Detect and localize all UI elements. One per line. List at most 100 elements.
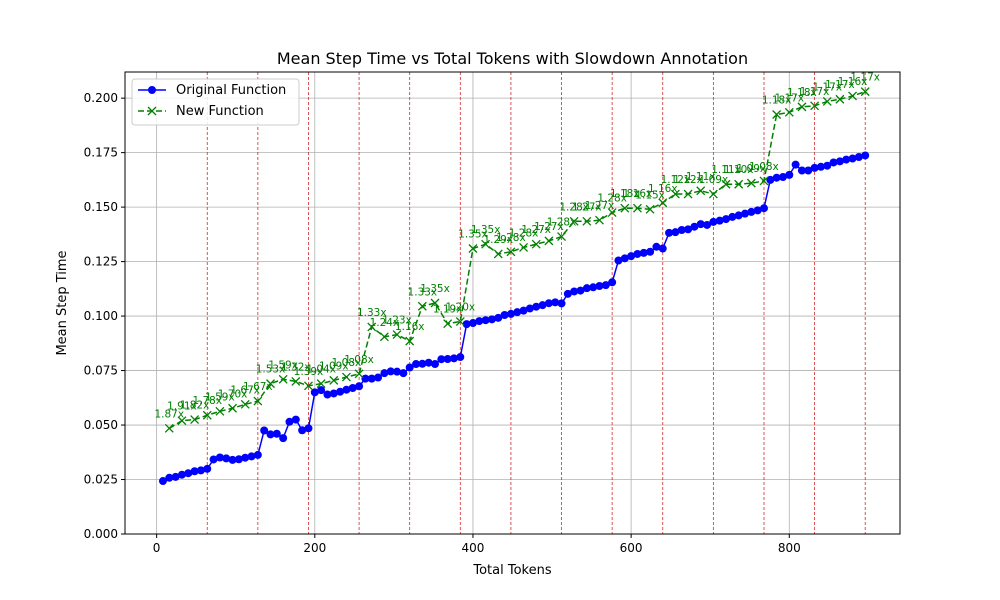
data-point	[513, 308, 522, 317]
data-point	[468, 244, 478, 253]
data-point	[658, 198, 668, 208]
data-point	[784, 107, 794, 117]
data-point	[639, 248, 648, 257]
data-point	[304, 381, 313, 391]
data-point	[329, 389, 338, 398]
data-point	[741, 209, 749, 218]
data-point	[703, 220, 712, 229]
slowdown-label: 1.27x	[572, 201, 602, 213]
data-point	[443, 319, 453, 329]
slowdown-label: 1.09x	[737, 163, 767, 175]
data-point	[753, 206, 762, 215]
data-point	[816, 162, 825, 171]
data-point	[304, 424, 313, 433]
data-point	[449, 354, 458, 363]
data-point	[475, 317, 484, 326]
slowdown-label: 1.08x	[749, 161, 779, 173]
y-tick-label: 0.025	[84, 473, 118, 487]
slowdown-label: 1.67x	[243, 381, 273, 393]
slowdown-label: 1.16x	[623, 188, 653, 200]
slowdown-label: 1.53x	[256, 364, 286, 376]
data-point	[759, 204, 768, 213]
data-point	[278, 374, 288, 384]
data-point	[184, 469, 193, 478]
y-axis-ticks: 0.000 0.025 0.050 0.075 0.100 0.125 0.150 0.175…	[84, 91, 125, 541]
data-point	[177, 416, 187, 426]
data-point	[190, 415, 200, 425]
x-axis-ticks: 0 200 400 600 800	[153, 534, 801, 555]
legend-items: Original Function New Function	[138, 83, 286, 119]
data-point	[405, 363, 414, 372]
legend-label: Original Function	[176, 83, 286, 98]
data-point	[234, 455, 243, 464]
data-point	[164, 423, 174, 433]
data-point	[240, 399, 250, 409]
data-point	[670, 189, 680, 199]
slowdown-label: 1.59x	[268, 359, 298, 371]
data-point	[860, 87, 870, 97]
data-point	[576, 286, 585, 295]
data-point	[848, 91, 858, 101]
data-point	[329, 375, 339, 385]
data-point	[379, 332, 389, 342]
data-point	[607, 208, 617, 218]
data-point	[734, 211, 743, 220]
data-point	[241, 453, 250, 462]
data-point	[418, 359, 427, 368]
data-point	[266, 430, 275, 439]
data-point	[468, 319, 477, 328]
y-tick-label: 0.100	[84, 309, 118, 323]
legend-entry: Original Function	[138, 83, 286, 98]
data-point	[405, 336, 415, 346]
slowdown-label: 1.27x	[534, 221, 564, 233]
data-point	[203, 464, 212, 473]
data-point	[708, 189, 718, 199]
data-point	[525, 304, 534, 313]
data-point	[355, 382, 364, 391]
legend-marker	[147, 106, 157, 116]
data-point	[589, 283, 598, 292]
data-point	[266, 379, 275, 389]
slowdown-label: 1.08x	[332, 357, 362, 369]
data-point	[506, 309, 515, 318]
slowdown-label: 1.19x	[433, 304, 463, 316]
slowdown-label: 1.33x	[357, 307, 387, 319]
data-point	[493, 249, 503, 259]
slowdown-label: 1.20x	[446, 302, 476, 314]
slowdown-label: 1.18x	[787, 87, 817, 99]
slowdown-annotations: 1.87x1.91x1.82x1.78x1.59x1.70x1.67x1.67x…	[154, 72, 880, 421]
data-point	[538, 301, 547, 310]
data-point	[228, 403, 238, 413]
data-point	[544, 236, 554, 246]
data-point	[424, 358, 433, 367]
slowdown-label: 1.04x	[306, 364, 336, 376]
data-point	[582, 216, 592, 226]
data-point	[228, 455, 237, 464]
data-point	[633, 249, 642, 258]
data-point	[677, 225, 686, 234]
slowdown-label: 1.17x	[812, 81, 842, 93]
slowdown-label: 1.59x	[205, 391, 235, 403]
data-point	[683, 189, 693, 199]
slowdown-label: 1.28x	[597, 193, 627, 205]
slowdown-label: 1.67x	[230, 384, 260, 396]
legend-marker	[148, 86, 156, 94]
data-point	[608, 278, 617, 287]
legend-label: New Function	[176, 104, 264, 119]
data-point	[734, 179, 744, 189]
data-point	[272, 429, 281, 438]
x-tick-label: 600	[620, 541, 643, 555]
slowdown-label: 1.33x	[408, 286, 438, 298]
x-tick-label: 800	[778, 541, 801, 555]
data-point	[531, 239, 541, 249]
data-point	[785, 170, 794, 179]
data-point	[323, 390, 332, 399]
series-line	[168, 90, 866, 429]
data-point	[462, 320, 471, 329]
slowdown-label: 1.08x	[344, 354, 374, 366]
slowdown-label: 1.12x	[673, 174, 703, 186]
data-point	[829, 158, 838, 167]
slowdown-label: 1.18x	[610, 188, 640, 200]
plot-area	[125, 72, 900, 534]
data-point	[804, 166, 813, 175]
